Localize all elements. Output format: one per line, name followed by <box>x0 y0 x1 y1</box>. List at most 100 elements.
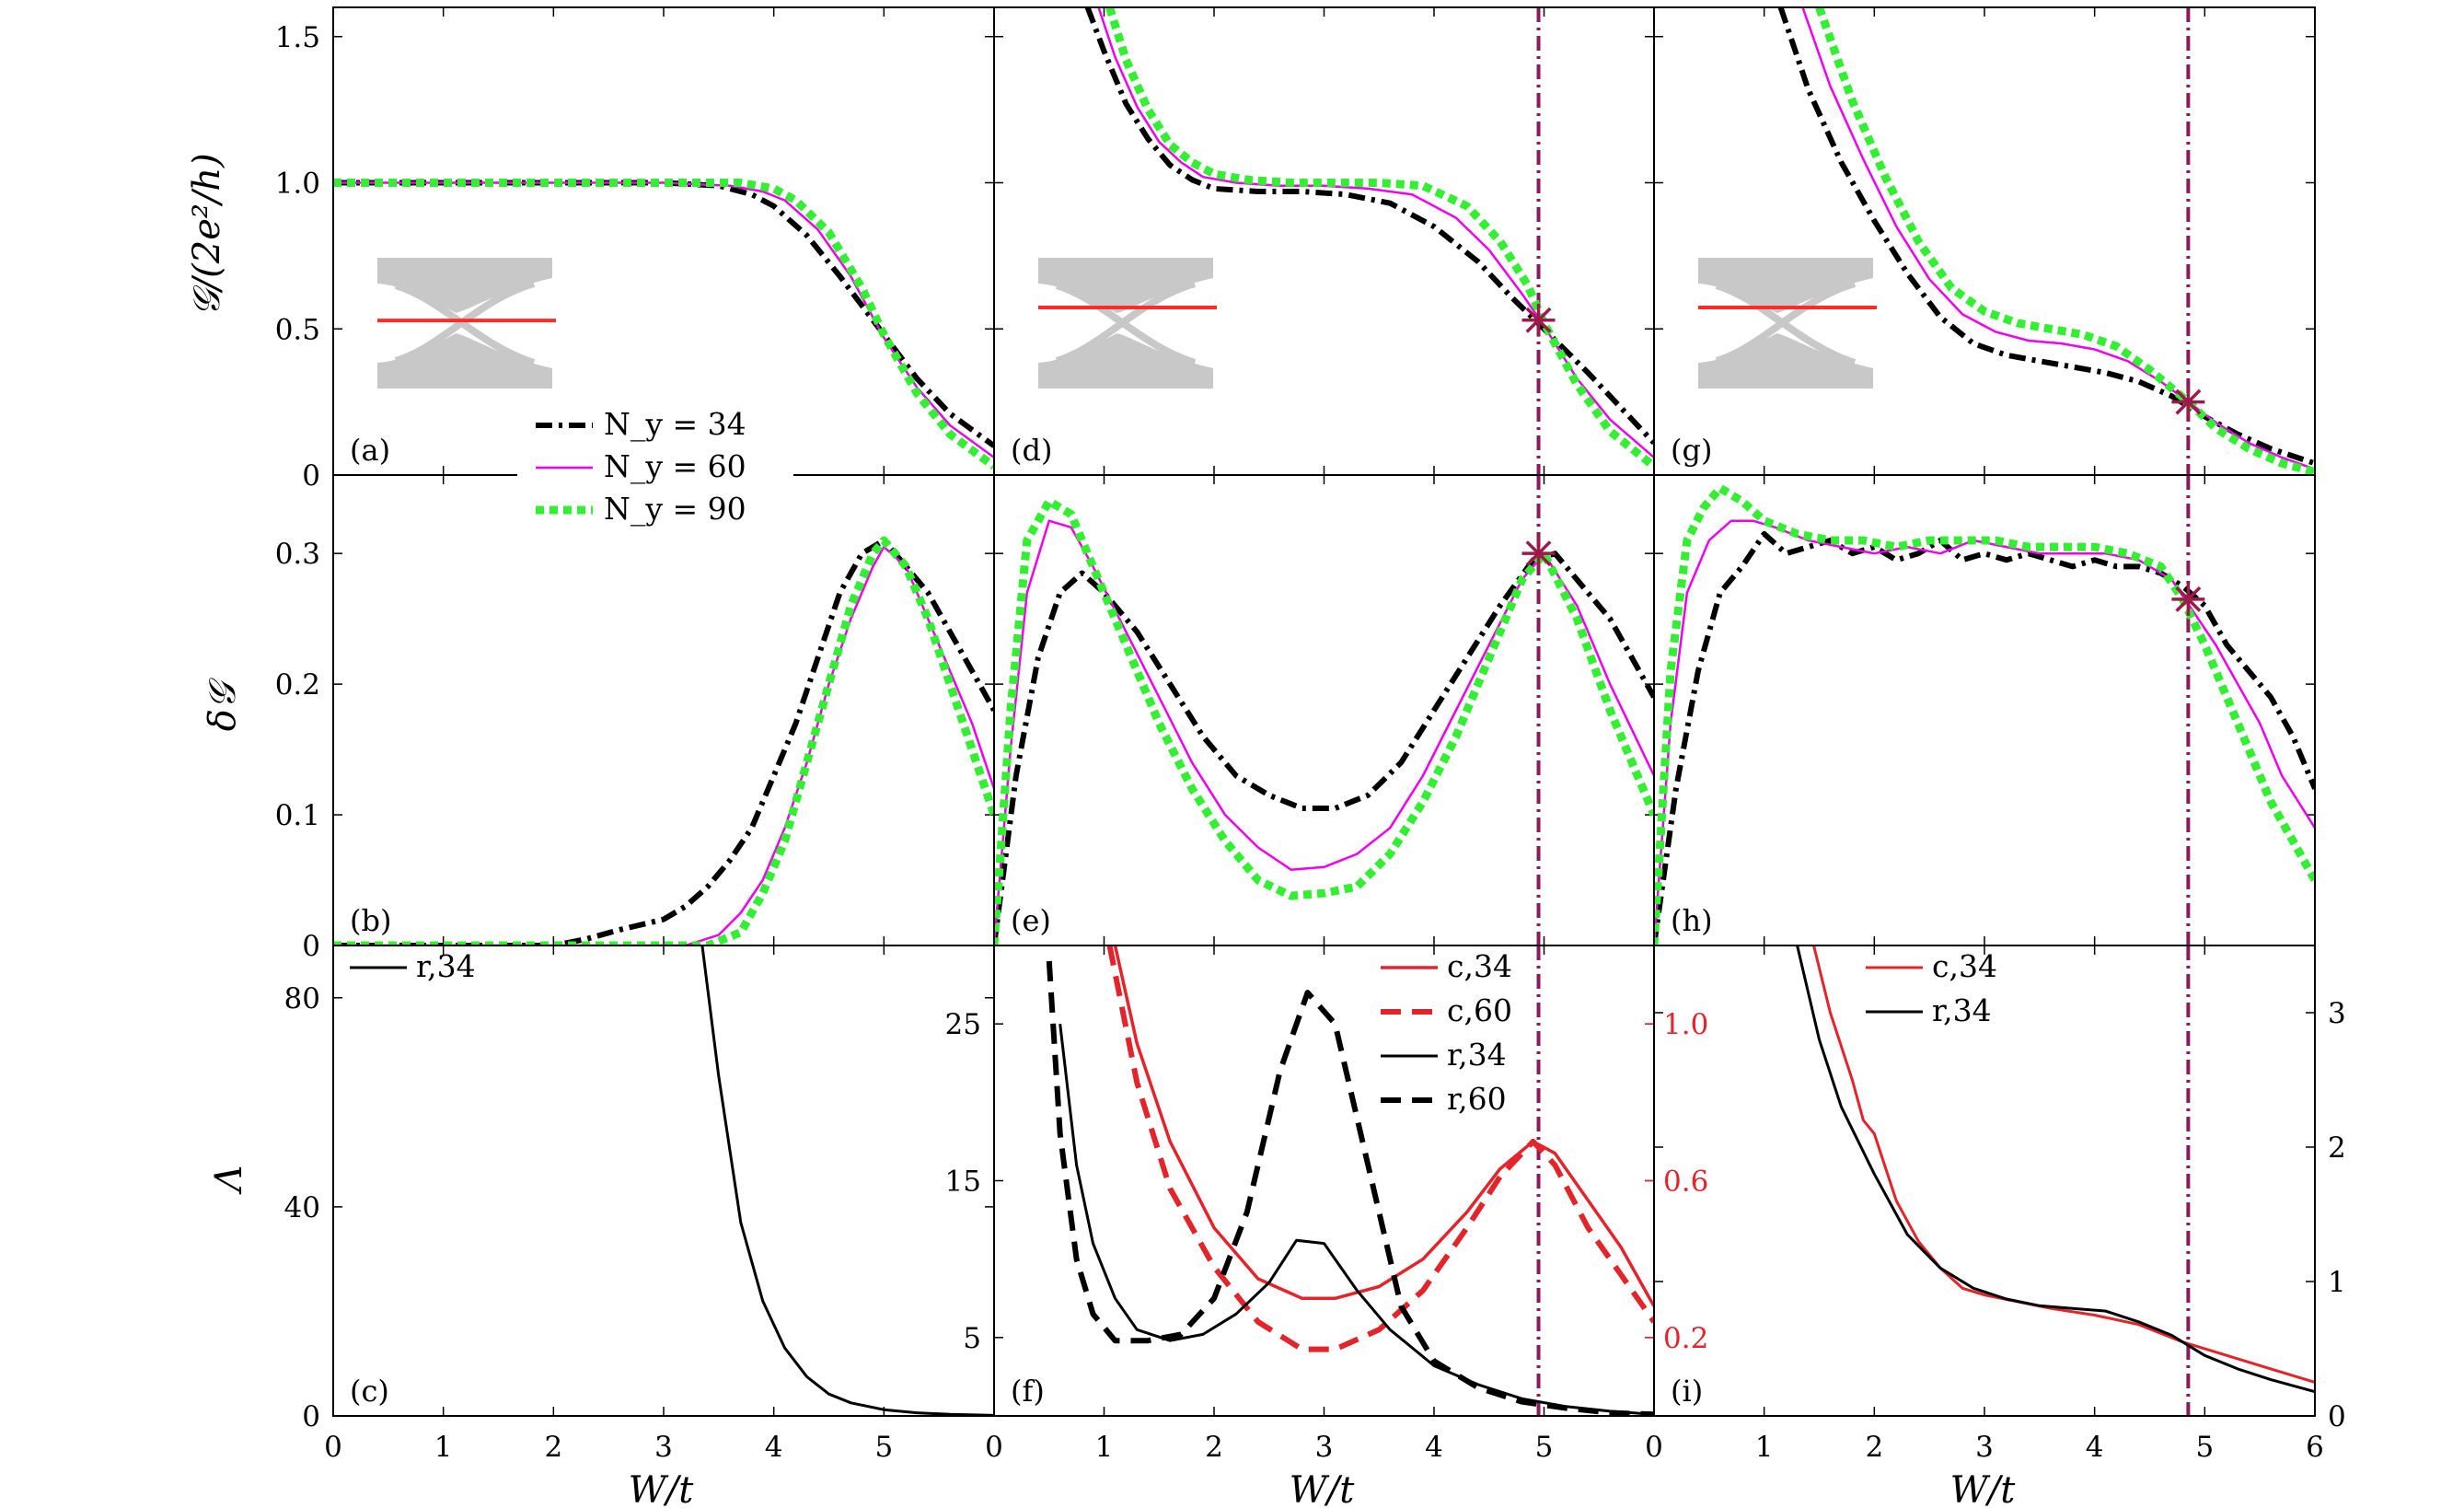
outer-frame <box>332 6 2316 1417</box>
critical-point-marker <box>1521 303 1556 337</box>
x-tick-label: 2 <box>544 1431 562 1464</box>
x-tick-label: 1 <box>1755 1431 1774 1464</box>
x-axis-title-col2: W/t <box>1290 1469 1356 1508</box>
series-n-y-60 <box>1801 7 2315 470</box>
series-group <box>1046 945 1654 1416</box>
y-tick-label: 0.1 <box>275 799 320 832</box>
series-group <box>1777 7 2315 475</box>
y-tick-label: 0.5 <box>275 313 320 346</box>
series-n-y-34 <box>1777 7 2315 467</box>
x-tick-label: 4 <box>765 1431 783 1464</box>
panel-e: (e) <box>993 475 1655 946</box>
y-tick-label: 1 <box>2328 1266 2346 1299</box>
panel-frame <box>1653 474 2316 946</box>
legend-f: c,34 c,60 r,34 r,60 <box>1381 948 1512 1117</box>
x-tick-label: 1 <box>434 1431 453 1464</box>
panel-i: 0 1 2 3 0 1 2 3 4 5 6 (i) c,34 r,34 <box>1645 945 2346 1464</box>
legend-label: N_y = 90 <box>604 491 746 528</box>
x-tick-label: 0 <box>324 1431 342 1464</box>
inset-upper-band <box>377 258 552 313</box>
series-group <box>333 179 994 470</box>
x-axis-title-col1: W/t <box>629 1469 695 1508</box>
x-tick-label: 3 <box>654 1431 673 1464</box>
right-y-tick-label: 1.0 <box>1663 1008 1708 1041</box>
y-tick-label: 5 <box>963 1322 981 1355</box>
inset-band-d <box>1038 258 1217 389</box>
panel-f: 5 15 25 0.2 0.6 1.0 0 1 2 3 4 5 (f) c,34 c,60 r,34 r,60 <box>945 945 1708 1464</box>
y-tick-label: 1.5 <box>275 21 320 54</box>
x-tick-label: 1 <box>1095 1431 1114 1464</box>
panel-frame <box>993 6 1655 476</box>
panel-label: (c) <box>350 1374 389 1409</box>
series-n-y-90 <box>1105 7 1654 470</box>
y-tick-label: 3 <box>2328 997 2346 1030</box>
legend-label: r,60 <box>1447 1081 1507 1117</box>
panel-a: 0 0.5 1.0 1.5 (a) <box>275 7 995 493</box>
series-n-y-60 <box>1654 519 2315 945</box>
x-tick-label: 2 <box>1205 1431 1223 1464</box>
legend-label: r,34 <box>1447 1037 1507 1073</box>
series-n-y-90 <box>1815 7 2315 475</box>
main-legend: N_y = 34 N_y = 60 N_y = 90 <box>517 398 793 552</box>
series-r-34 <box>1058 1024 1654 1416</box>
x-tick-label: 4 <box>1425 1431 1443 1464</box>
inset-upper-band <box>1698 258 1873 313</box>
series-group <box>333 536 994 945</box>
legend-label: N_y = 60 <box>604 448 746 485</box>
y-axis-title-fluctuation: δ𝒢 <box>202 677 244 731</box>
x-tick-label: 6 <box>2306 1431 2324 1464</box>
y-tick-label: 0 <box>302 930 320 963</box>
series-group <box>1796 945 2315 1394</box>
panel-label: (a) <box>350 433 390 468</box>
x-tick-label: 5 <box>874 1431 893 1464</box>
panel-label: (f) <box>1011 1374 1045 1409</box>
y-tick-label: 25 <box>945 1008 981 1041</box>
x-tick-label: 4 <box>2086 1431 2104 1464</box>
y-axis-title-conductance: 𝒢/(2e²/h) <box>186 153 228 317</box>
inset-edge-state-b <box>394 280 536 365</box>
panel-frame <box>1653 945 2316 1417</box>
x-tick-label: 0 <box>985 1431 1003 1464</box>
critical-point-marker <box>2171 385 2205 419</box>
series-group <box>700 945 994 1416</box>
panel-label: (b) <box>350 903 391 938</box>
panel-frame <box>993 945 1655 1417</box>
series-group <box>1084 7 1654 470</box>
right-y-tick-label: 0.2 <box>1663 1322 1708 1355</box>
series-c-60 <box>1106 945 1654 1352</box>
series-n-y-60 <box>333 545 994 945</box>
inset-edge-state-b <box>1715 280 1857 365</box>
inset-band-a <box>377 258 556 389</box>
panel-label: (d) <box>1011 433 1052 468</box>
x-tick-label: 0 <box>1645 1431 1663 1464</box>
panel-frame <box>1653 6 2316 476</box>
series-group <box>994 496 1654 945</box>
series-r-60 <box>1046 960 1654 1416</box>
panel-frame <box>993 474 1655 946</box>
series-n-y-34 <box>1654 530 2315 945</box>
critical-point-marker <box>1521 537 1556 571</box>
y-tick-label: 0.3 <box>275 538 320 571</box>
x-tick-label: 5 <box>2195 1431 2214 1464</box>
legend-i: c,34 r,34 <box>1866 948 1997 1028</box>
inset-lower-band <box>1038 333 1213 389</box>
x-axis-title-col3: W/t <box>1950 1469 2017 1508</box>
y-tick-label: 40 <box>284 1191 320 1224</box>
series-n-y-90 <box>994 496 1654 945</box>
y-tick-label: 0 <box>302 459 320 493</box>
panel-c: 0 40 80 0 1 2 3 4 5 (c) r,34 <box>284 945 995 1464</box>
legend-c: r,34 <box>350 948 476 984</box>
legend-background <box>517 398 793 552</box>
x-tick-label: 5 <box>1535 1431 1554 1464</box>
series-n-y-34 <box>994 551 1654 945</box>
series-n-y-90 <box>333 536 994 945</box>
series-c-34 <box>1113 945 1654 1307</box>
panel-frame <box>332 945 995 1417</box>
panel-label: (g) <box>1671 433 1712 468</box>
panel-label: (i) <box>1671 1374 1703 1409</box>
panel-h: (h) <box>1653 475 2316 946</box>
x-tick-label: 2 <box>1865 1431 1883 1464</box>
series-n-y-34 <box>333 180 994 448</box>
